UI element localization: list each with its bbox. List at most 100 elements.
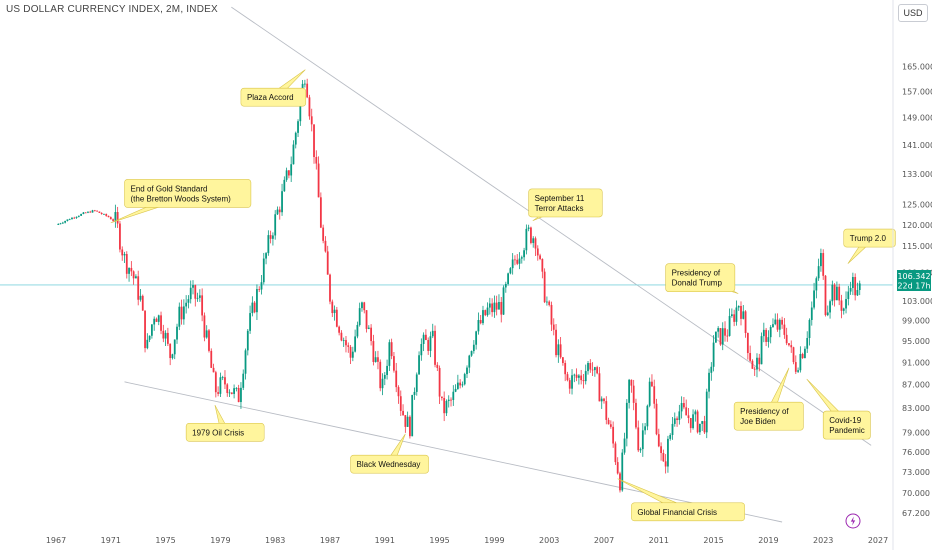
candle xyxy=(402,404,404,416)
candle-body xyxy=(514,259,516,261)
candle xyxy=(735,300,738,326)
candle xyxy=(820,248,822,272)
candle xyxy=(550,301,553,331)
candle-body xyxy=(128,267,130,274)
candle-body xyxy=(829,301,831,313)
candle-body xyxy=(326,251,329,275)
candle xyxy=(135,274,137,279)
candle xyxy=(774,313,777,326)
candle-body xyxy=(313,124,315,158)
candle xyxy=(593,366,596,377)
candle xyxy=(470,350,473,357)
candle-body xyxy=(539,255,541,259)
candle-body xyxy=(160,315,162,331)
candle xyxy=(482,305,484,326)
annotation-global-financial-crisis: Global Financial Crisis xyxy=(617,478,745,522)
candle xyxy=(415,372,418,396)
candle-body xyxy=(625,402,628,439)
candle-body xyxy=(504,283,507,288)
candle-body xyxy=(676,418,678,420)
candle-body xyxy=(383,374,386,379)
candle xyxy=(687,408,690,424)
annotation-text: Covid-19 xyxy=(829,416,862,425)
candle-body xyxy=(319,197,322,228)
price-tick-label: 70.000 xyxy=(902,489,930,498)
candle xyxy=(831,280,834,306)
candle-body xyxy=(281,191,283,213)
candle xyxy=(269,230,272,244)
candle-body xyxy=(616,462,619,474)
time-tick-label: 2023 xyxy=(813,536,833,545)
candle xyxy=(568,377,571,394)
candle-body xyxy=(342,340,345,341)
candle-body xyxy=(71,217,73,220)
annotation-text: Global Financial Crisis xyxy=(637,508,717,517)
candle xyxy=(429,331,432,358)
candle-body xyxy=(559,344,562,358)
candle xyxy=(235,387,238,392)
candle-body xyxy=(776,319,779,330)
candle xyxy=(794,355,797,375)
candle xyxy=(395,362,398,393)
candle-body xyxy=(804,348,806,358)
candle xyxy=(630,379,633,393)
candle xyxy=(577,374,580,385)
candle-body xyxy=(374,357,377,362)
candle-body xyxy=(445,400,448,414)
candle-body xyxy=(742,311,745,319)
candle-body xyxy=(836,286,838,301)
candle-body xyxy=(214,372,217,393)
candle-body xyxy=(525,228,528,251)
candle xyxy=(363,301,366,314)
candle xyxy=(372,334,375,366)
tradingview-logo-badge[interactable] xyxy=(845,513,861,529)
candle xyxy=(714,331,717,343)
candle xyxy=(112,218,114,222)
currency-selector[interactable]: USD xyxy=(898,4,928,22)
candle-body xyxy=(730,314,733,317)
candle xyxy=(244,348,247,380)
candle xyxy=(557,339,560,363)
candle xyxy=(628,378,631,409)
candle xyxy=(208,329,210,353)
candle-body xyxy=(269,235,272,239)
candle-body xyxy=(692,414,694,429)
candle-body xyxy=(810,307,813,320)
candle-body xyxy=(447,399,450,401)
candle-body xyxy=(792,347,795,363)
candle xyxy=(829,299,831,319)
candle xyxy=(703,415,706,434)
candle-body xyxy=(589,363,592,370)
candle-body xyxy=(662,453,665,462)
candle-body xyxy=(664,461,667,467)
candle xyxy=(708,368,710,399)
candle-body xyxy=(838,286,841,301)
candle xyxy=(89,210,92,213)
candle-body xyxy=(785,334,788,344)
candle-body xyxy=(486,307,489,316)
candle xyxy=(573,373,576,383)
candle-body xyxy=(550,304,553,325)
candle xyxy=(566,371,569,382)
candle xyxy=(637,420,640,453)
candle xyxy=(313,124,315,164)
candle-body xyxy=(196,297,199,299)
candle xyxy=(114,204,117,228)
candle-body xyxy=(208,330,210,351)
candle xyxy=(530,226,532,245)
candle-body xyxy=(849,287,852,292)
candle-body xyxy=(393,356,395,371)
candle xyxy=(153,316,156,331)
candle xyxy=(107,215,110,218)
time-axis[interactable]: 1967 1971 1975 1979 1983 1987 1991 1995 1999 2003… xyxy=(46,536,888,545)
price-axis[interactable]: 165.000 157.000 149.000 141.000 133.000 125.0… xyxy=(892,0,932,550)
candle xyxy=(609,420,612,429)
candle xyxy=(769,325,772,344)
candle-body xyxy=(379,361,382,389)
candle-body xyxy=(685,407,688,416)
candle xyxy=(160,311,162,335)
